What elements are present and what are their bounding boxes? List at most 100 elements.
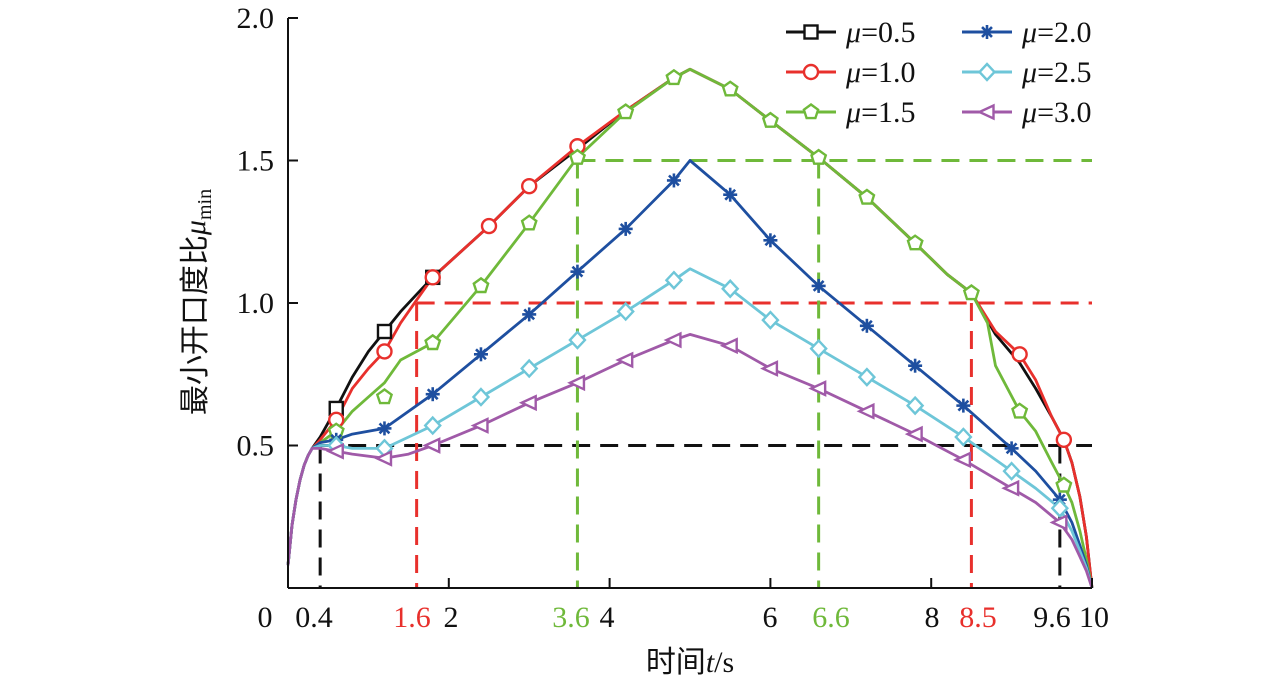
legend-label-0: μ=0.5: [845, 16, 915, 49]
legend-value-5: =3.0: [1037, 96, 1091, 129]
series-4-point-11: [857, 367, 877, 387]
series-3-point-10: [811, 278, 826, 293]
x-tick-label-2: 1.6: [393, 601, 431, 634]
series-3-point-9: [763, 233, 778, 248]
series-1-point-2: [424, 269, 441, 286]
series-5-point-11: [856, 402, 875, 420]
y-axis-title: 最小开口度比μmin: [178, 189, 216, 415]
series-2-point-2: [424, 333, 442, 351]
y-axis-title-prefix: 最小开口度比: [178, 235, 213, 415]
legend-item-1: μ=1.0: [786, 56, 915, 89]
series-3-point-11: [859, 318, 874, 333]
legend-item-2: μ=1.5: [786, 96, 915, 129]
series-4-point-13: [954, 427, 973, 447]
legend-marker-1: [802, 63, 820, 81]
series-1-point-3: [480, 217, 498, 235]
series-2-point-12: [906, 234, 924, 251]
series-3-point-1: [377, 421, 392, 436]
series-4-point-12: [905, 395, 925, 416]
series-4-point-15: [1050, 498, 1069, 518]
legend-value-3: =2.0: [1037, 16, 1091, 49]
series-5-point-2: [422, 437, 441, 454]
legend-value-1: =1.0: [861, 56, 915, 89]
series-2-point-4: [520, 214, 538, 231]
legend-mu-1: μ: [845, 56, 861, 89]
x-tick-label-9: 8.5: [959, 601, 997, 634]
series-markers: [325, 68, 1073, 531]
series-3-point-8: [723, 187, 738, 202]
series-1-point-1: [376, 343, 393, 360]
x-tick-label-3: 2: [444, 601, 459, 634]
legend-item-3: μ=2.0: [962, 16, 1091, 49]
series-4-point-7: [664, 270, 684, 290]
series-4-point-14: [1002, 461, 1021, 481]
series-2-point-10: [810, 148, 828, 165]
series-4-point-3: [471, 387, 491, 407]
series-5-point-8: [719, 337, 738, 355]
x-tick-label-0: 0: [258, 601, 273, 634]
x-tick-label-4: 3.6: [552, 601, 590, 634]
x-axis-title-var: t: [706, 646, 715, 679]
series-5-point-14: [1001, 479, 1020, 497]
series-line-5: [286, 333, 1094, 589]
series-1-point-4: [521, 177, 538, 195]
series-2-point-6: [617, 103, 635, 120]
series-2-point-5: [568, 148, 587, 165]
y-axis-title-var: μ: [179, 220, 212, 236]
y-tick-label-0: 0.5: [237, 430, 275, 463]
series-5-point-6: [615, 351, 634, 369]
x-tick-label-11: 10: [1079, 601, 1109, 634]
legend-mu-5: μ: [1021, 96, 1037, 129]
x-tick-label-5: 4: [600, 601, 615, 634]
series-5-point-5: [567, 374, 586, 392]
x-axis-title: 时间t/s: [646, 645, 734, 680]
series-2-point-11: [858, 188, 876, 205]
series-3-point-13: [956, 398, 971, 413]
series-3-point-12: [908, 358, 923, 373]
series-2-point-8: [721, 80, 739, 97]
legend-item-4: μ=2.5: [962, 56, 1091, 89]
legend-item-5: μ=3.0: [962, 96, 1091, 129]
x-axis-title-prefix: 时间: [646, 645, 706, 680]
x-tick-label-10: 9.6: [1033, 601, 1071, 634]
series-5-point-1: [374, 449, 393, 467]
series-4-point-6: [616, 301, 635, 322]
x-tick-label-6: 6: [763, 601, 778, 634]
series-0-point-1: [376, 323, 393, 340]
legend-mu-4: μ: [1021, 56, 1037, 89]
series-2-point-14: [1011, 402, 1029, 419]
series-5-point-9: [760, 360, 779, 377]
series-3-point-7: [666, 173, 681, 188]
legend-value-4: =2.5: [1037, 56, 1091, 89]
series-5-point-4: [518, 394, 537, 412]
series-1-point-7: [1055, 431, 1073, 448]
series-2-point-1: [375, 388, 394, 405]
series-3-point-14: [1004, 441, 1019, 456]
legend-mu-3: μ: [1021, 16, 1037, 49]
series-2-point-3: [472, 276, 490, 294]
legend: μ=0.5μ=1.0μ=1.5μ=2.0μ=2.5μ=3.0: [786, 16, 1091, 129]
legend-label-3: μ=2.0: [1021, 16, 1091, 49]
x-tick-label-1: 0.4: [295, 601, 333, 634]
legend-value-0: =0.5: [861, 16, 915, 49]
series-4-point-5: [568, 330, 587, 350]
series-5-point-3: [470, 417, 489, 434]
x-tick-label-8: 8: [925, 601, 940, 634]
legend-item-0: μ=0.5: [786, 16, 915, 49]
legend-marker-2: [802, 103, 820, 120]
y-tick-label-3: 2.0: [237, 2, 275, 35]
legend-label-1: μ=1.0: [845, 56, 915, 89]
series-3-point-5: [570, 264, 585, 279]
series-4-point-4: [520, 358, 539, 379]
series-3-point-4: [522, 307, 537, 322]
series-4-point-9: [761, 310, 780, 330]
legend-mu-0: μ: [845, 16, 861, 49]
series-5-point-13: [953, 451, 972, 469]
y-tick-label-1: 1.0: [237, 287, 275, 320]
legend-marker-4: [977, 62, 997, 82]
x-axis-title-suffix: /s: [714, 646, 734, 679]
legend-value-2: =1.5: [861, 96, 915, 129]
series-1-point-6: [1011, 346, 1028, 363]
legend-label-2: μ=1.5: [845, 96, 915, 129]
